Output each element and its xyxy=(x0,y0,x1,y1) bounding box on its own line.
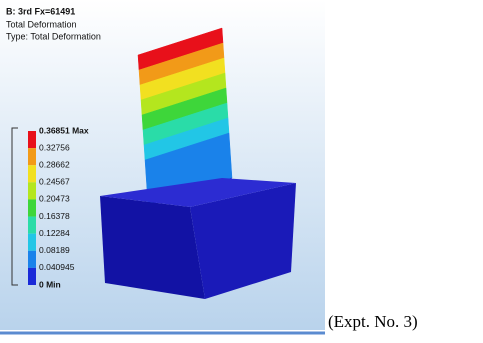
legend-label: 0.040945 xyxy=(39,262,75,272)
legend-label: 0.12284 xyxy=(39,228,70,238)
legend-swatch xyxy=(28,182,36,199)
screenshot: B: 3rd Fx=61491 Total Deformation Type: … xyxy=(0,0,483,338)
page: B: 3rd Fx=61491 Total Deformation Type: … xyxy=(0,0,483,338)
legend-swatch xyxy=(28,199,36,216)
legend-swatch xyxy=(28,148,36,165)
header-line: Total Deformation xyxy=(6,19,77,29)
legend-swatch xyxy=(28,131,36,148)
blade xyxy=(138,28,232,205)
legend-label: 0 Min xyxy=(39,279,61,289)
legend-swatch xyxy=(28,165,36,182)
legend-swatch xyxy=(28,251,36,268)
legend-label: 0.16378 xyxy=(39,211,70,221)
box-front xyxy=(100,196,205,299)
legend-label: 0.32756 xyxy=(39,142,70,152)
header-title: B: 3rd Fx=61491 xyxy=(6,6,75,16)
legend-label: 0.36851 Max xyxy=(39,125,89,135)
legend-label: 0.24567 xyxy=(39,177,70,187)
legend-label: 0.08189 xyxy=(39,245,70,255)
legend-swatch xyxy=(28,217,36,234)
caption: (Expt. No. 3) xyxy=(328,312,418,331)
header-line: Type: Total Deformation xyxy=(6,31,101,41)
legend-swatch xyxy=(28,268,36,285)
legend-label: 0.20473 xyxy=(39,194,70,204)
legend-swatch xyxy=(28,234,36,251)
legend-label: 0.28662 xyxy=(39,159,70,169)
